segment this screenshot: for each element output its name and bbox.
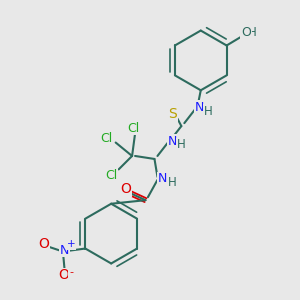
Text: N: N — [157, 172, 167, 185]
Text: S: S — [169, 107, 177, 121]
Text: +: + — [67, 239, 76, 249]
Text: O: O — [241, 26, 251, 39]
Text: Cl: Cl — [128, 122, 140, 135]
Text: N: N — [60, 244, 69, 257]
Text: -: - — [69, 267, 73, 278]
Text: N: N — [168, 134, 177, 148]
Text: O: O — [58, 268, 69, 282]
Text: O: O — [120, 182, 131, 196]
Text: H: H — [177, 138, 186, 152]
Text: H: H — [248, 26, 256, 38]
Text: O: O — [38, 237, 49, 251]
Text: H: H — [204, 105, 213, 118]
Text: H: H — [167, 176, 176, 189]
Text: N: N — [195, 101, 204, 114]
Text: Cl: Cl — [105, 169, 117, 182]
Text: Cl: Cl — [100, 133, 113, 146]
